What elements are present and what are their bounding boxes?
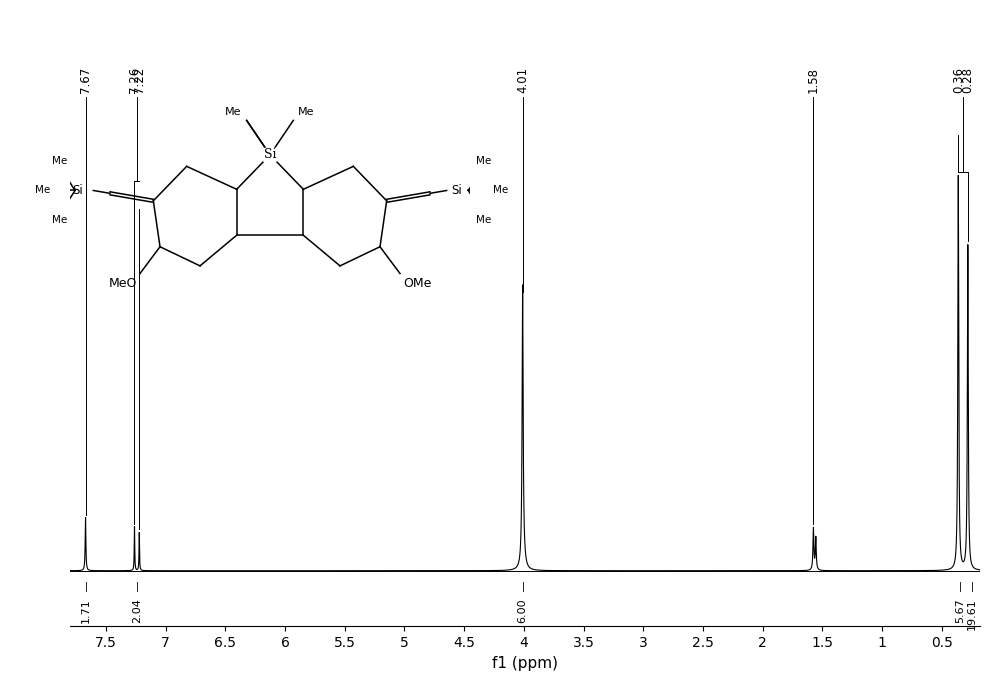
Text: 4.01: 4.01 (516, 67, 529, 93)
Text: 1.71: 1.71 (81, 599, 91, 624)
X-axis label: f1 (ppm): f1 (ppm) (492, 656, 558, 671)
Text: Me: Me (298, 106, 315, 117)
Text: 2.04: 2.04 (132, 599, 142, 624)
Text: 19.61: 19.61 (967, 599, 977, 631)
Text: 5.67: 5.67 (955, 599, 965, 624)
Text: Me: Me (476, 156, 491, 166)
Text: 7.22: 7.22 (133, 67, 146, 93)
Text: 0.36: 0.36 (952, 67, 965, 93)
Text: 0.28: 0.28 (961, 67, 974, 93)
Text: Si: Si (73, 184, 83, 197)
Text: MeO: MeO (108, 278, 137, 290)
Text: OMe: OMe (403, 278, 432, 290)
Text: Me: Me (225, 106, 242, 117)
Text: 7.67: 7.67 (79, 67, 92, 93)
Text: Me: Me (35, 185, 50, 196)
Text: 7.26: 7.26 (128, 67, 141, 93)
Text: Me: Me (493, 185, 509, 196)
Text: Si: Si (264, 148, 276, 161)
Text: Me: Me (476, 215, 491, 226)
Text: 1.58: 1.58 (806, 67, 819, 93)
Text: Me: Me (52, 215, 68, 226)
Text: 6.00: 6.00 (518, 599, 528, 623)
Text: Me: Me (52, 156, 68, 166)
Text: Si: Si (452, 184, 462, 197)
